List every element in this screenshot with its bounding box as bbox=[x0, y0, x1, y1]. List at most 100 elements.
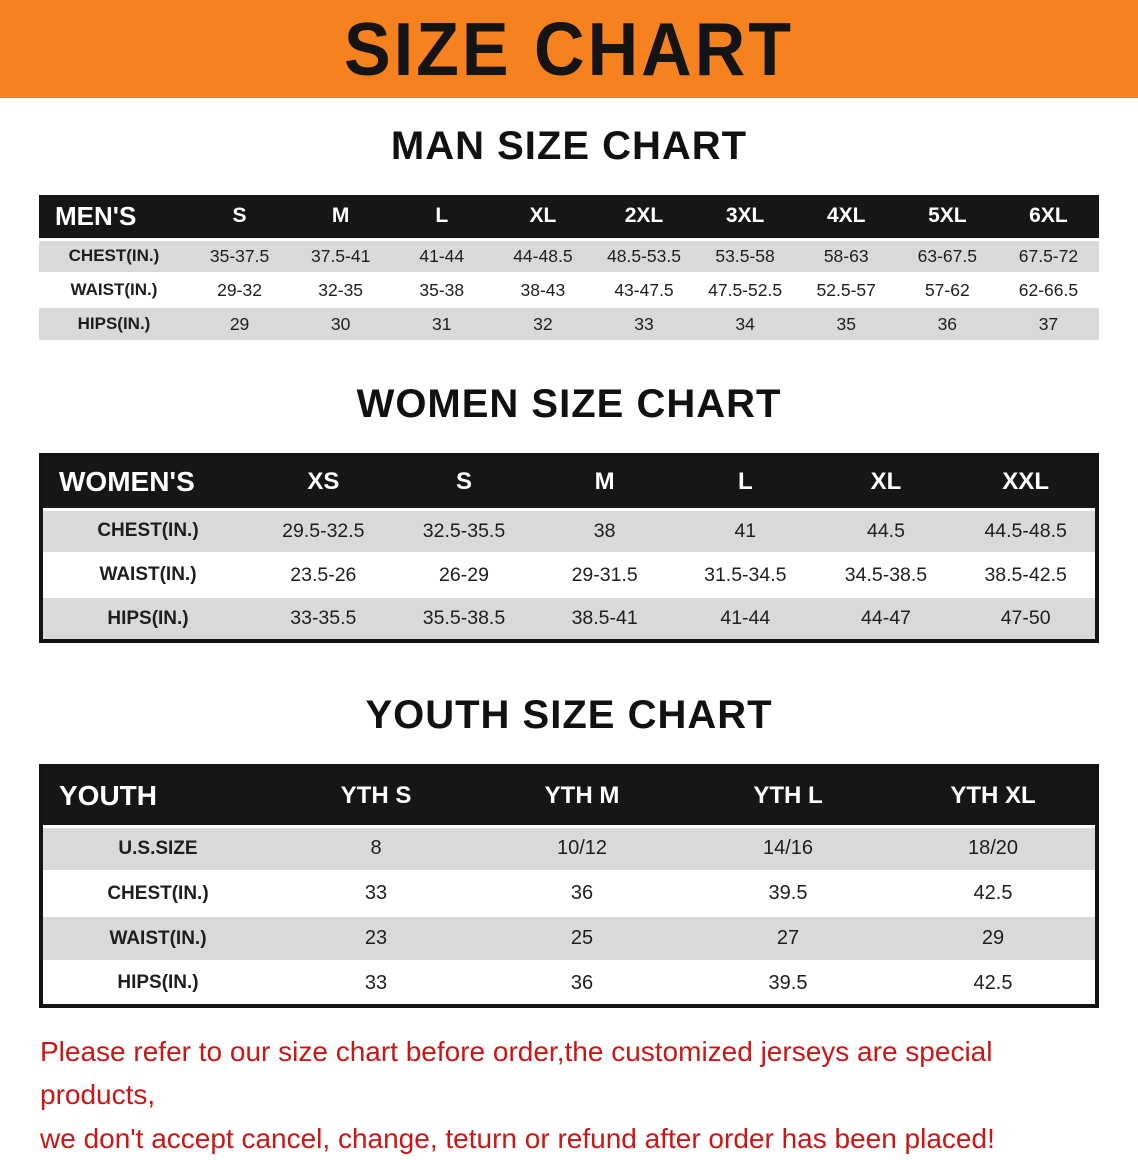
size-value: 23.5-26 bbox=[253, 553, 394, 598]
table-corner-label: YOUTH bbox=[41, 766, 273, 828]
table-corner-label: WOMEN'S bbox=[41, 455, 253, 511]
size-value: 36 bbox=[479, 961, 685, 1007]
table-row: U.S.SIZE 8 10/12 14/16 18/20 bbox=[41, 826, 1097, 872]
size-column-header: 2XL bbox=[593, 195, 695, 241]
size-value: 26-29 bbox=[393, 553, 535, 598]
size-value: 44-48.5 bbox=[492, 239, 594, 274]
row-label: HIPS(IN.) bbox=[39, 307, 189, 342]
size-column-header: M bbox=[534, 455, 675, 511]
size-value: 35-38 bbox=[391, 273, 493, 308]
row-label: CHEST(IN.) bbox=[41, 871, 273, 917]
size-value: 29-31.5 bbox=[534, 553, 675, 598]
size-value: 38 bbox=[534, 509, 675, 554]
row-label: CHEST(IN.) bbox=[41, 509, 253, 554]
size-value: 39.5 bbox=[685, 961, 891, 1007]
size-value: 34 bbox=[694, 307, 796, 342]
row-label: HIPS(IN.) bbox=[41, 961, 273, 1007]
row-label: WAIST(IN.) bbox=[41, 553, 253, 598]
size-value: 38.5-42.5 bbox=[956, 553, 1097, 598]
women-size-table: WOMEN'S XS S M L XL XXL CHEST(IN.) 29.5-32.5 32.… bbox=[39, 453, 1099, 643]
size-value: 34.5-38.5 bbox=[815, 553, 957, 598]
size-value: 48.5-53.5 bbox=[593, 239, 695, 274]
table-row: WAIST(IN.) 23.5-26 26-29 29-31.5 31.5-34.5 34… bbox=[41, 553, 1097, 598]
men-table-body: CHEST(IN.) 35-37.5 37.5-41 41-44 44-48.5 48.5… bbox=[39, 239, 1099, 342]
size-value: 32-35 bbox=[290, 273, 392, 308]
size-column-header: YTH S bbox=[273, 766, 479, 828]
size-value: 23 bbox=[273, 916, 479, 962]
size-value: 37.5-41 bbox=[290, 239, 392, 274]
size-column-header: 5XL bbox=[896, 195, 998, 241]
size-column-header: XS bbox=[253, 455, 394, 511]
size-value: 47.5-52.5 bbox=[694, 273, 796, 308]
size-chart-banner: SIZE CHART bbox=[0, 0, 1138, 98]
disclaimer-line-2: we don't accept cancel, change, teturn o… bbox=[40, 1122, 995, 1154]
women-table-body: CHEST(IN.) 29.5-32.5 32.5-35.5 38 41 44.5 44.5… bbox=[41, 509, 1097, 642]
size-value: 35 bbox=[795, 307, 897, 342]
size-value: 44.5-48.5 bbox=[956, 509, 1097, 554]
women-section-heading: WOMEN SIZE CHART bbox=[356, 382, 782, 426]
size-value: 32 bbox=[492, 307, 594, 342]
youth-table-body: U.S.SIZE 8 10/12 14/16 18/20 CHEST(IN.) 33 36 39… bbox=[41, 826, 1097, 1007]
size-value: 33 bbox=[593, 307, 695, 342]
size-value: 35-37.5 bbox=[189, 239, 291, 274]
table-row: HIPS(IN.) 33 36 39.5 42.5 bbox=[41, 961, 1097, 1007]
size-value: 36 bbox=[896, 307, 998, 342]
row-label: U.S.SIZE bbox=[41, 826, 273, 872]
size-column-header: XXL bbox=[956, 455, 1097, 511]
size-column-header: S bbox=[393, 455, 535, 511]
size-value: 53.5-58 bbox=[694, 239, 796, 274]
size-value: 32.5-35.5 bbox=[393, 509, 535, 554]
size-column-header: M bbox=[290, 195, 392, 241]
size-value: 44.5 bbox=[815, 509, 957, 554]
size-value: 57-62 bbox=[896, 273, 998, 308]
size-value: 62-66.5 bbox=[997, 273, 1099, 308]
table-row: HIPS(IN.) 33-35.5 35.5-38.5 38.5-41 41-44 44-… bbox=[41, 597, 1097, 642]
size-value: 63-67.5 bbox=[896, 239, 998, 274]
size-value: 38.5-41 bbox=[534, 597, 675, 642]
size-value: 18/20 bbox=[891, 826, 1097, 872]
size-value: 31.5-34.5 bbox=[674, 553, 816, 598]
size-value: 47-50 bbox=[956, 597, 1097, 642]
size-value: 44-47 bbox=[815, 597, 957, 642]
size-value: 42.5 bbox=[891, 871, 1097, 917]
size-value: 38-43 bbox=[492, 273, 594, 308]
youth-section-heading: YOUTH SIZE CHART bbox=[365, 693, 773, 737]
size-column-header: L bbox=[674, 455, 816, 511]
size-value: 41-44 bbox=[674, 597, 816, 642]
size-value: 42.5 bbox=[891, 961, 1097, 1007]
size-value: 43-47.5 bbox=[593, 273, 695, 308]
size-value: 10/12 bbox=[479, 826, 685, 872]
table-row: WAIST(IN.) 23 25 27 29 bbox=[41, 916, 1097, 962]
table-corner-label: MEN'S bbox=[39, 195, 189, 241]
size-value: 30 bbox=[290, 307, 392, 342]
size-value: 29 bbox=[891, 916, 1097, 962]
size-column-header: XL bbox=[815, 455, 957, 511]
size-value: 39.5 bbox=[685, 871, 891, 917]
row-label: CHEST(IN.) bbox=[39, 239, 189, 274]
size-column-header: YTH M bbox=[479, 766, 685, 828]
size-value: 14/16 bbox=[685, 826, 891, 872]
size-value: 58-63 bbox=[795, 239, 897, 274]
size-column-header: L bbox=[391, 195, 493, 241]
men-table-header-row: MEN'S S M L XL 2XL 3XL 4XL 5XL 6XL bbox=[39, 195, 1099, 241]
row-label: HIPS(IN.) bbox=[41, 597, 253, 642]
size-column-header: 3XL bbox=[694, 195, 796, 241]
size-value: 33 bbox=[273, 871, 479, 917]
table-row: CHEST(IN.) 29.5-32.5 32.5-35.5 38 41 44.5 44.5… bbox=[41, 509, 1097, 554]
size-value: 27 bbox=[685, 916, 891, 962]
size-value: 36 bbox=[479, 871, 685, 917]
size-value: 25 bbox=[479, 916, 685, 962]
size-column-header: 4XL bbox=[795, 195, 897, 241]
table-row: CHEST(IN.) 33 36 39.5 42.5 bbox=[41, 871, 1097, 917]
size-value: 33 bbox=[273, 961, 479, 1007]
size-value: 37 bbox=[997, 307, 1099, 342]
size-column-header: XL bbox=[492, 195, 594, 241]
men-section-heading: MAN SIZE CHART bbox=[390, 124, 748, 168]
size-column-header: S bbox=[189, 195, 291, 241]
size-value: 29.5-32.5 bbox=[253, 509, 394, 554]
youth-size-table: YOUTH YTH S YTH M YTH L YTH XL U.S.SIZE 8 10/1… bbox=[39, 764, 1099, 1008]
size-value: 33-35.5 bbox=[253, 597, 394, 642]
men-size-table: MEN'S S M L XL 2XL 3XL 4XL 5XL 6XL CHEST(IN.) 35-3… bbox=[39, 195, 1099, 342]
table-row: WAIST(IN.) 29-32 32-35 35-38 38-43 43-47.5 47.… bbox=[39, 273, 1099, 308]
size-value: 29 bbox=[189, 307, 291, 342]
